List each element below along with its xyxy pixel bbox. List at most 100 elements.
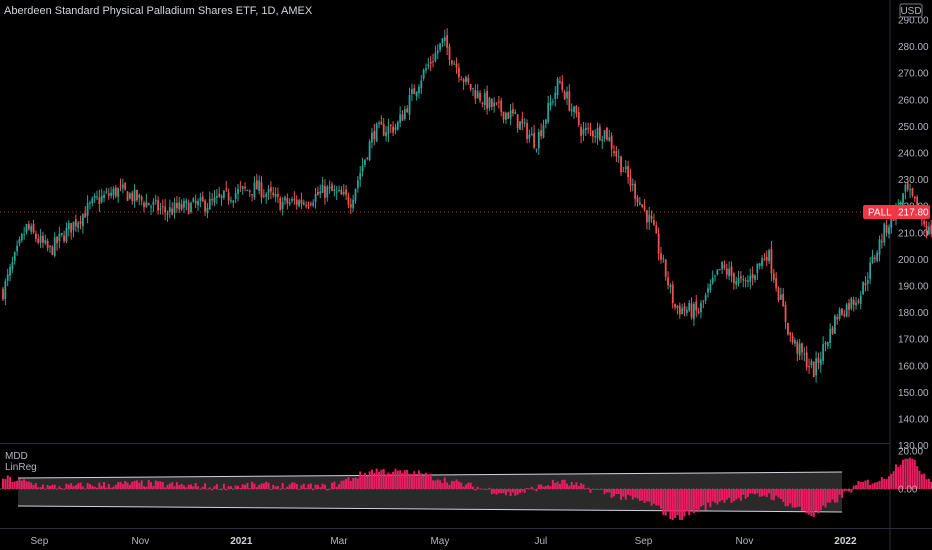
candle-body: [331, 184, 333, 192]
histogram-bar: [107, 484, 110, 489]
histogram-bar: [927, 478, 930, 489]
histogram-bar: [220, 489, 223, 491]
candle-body: [693, 303, 695, 320]
candle-body: [671, 284, 674, 304]
histogram-bar: [206, 488, 209, 490]
histogram-bar: [629, 489, 632, 496]
candle-body: [702, 300, 705, 302]
candle-body: [521, 118, 524, 124]
candlestick-series[interactable]: [2, 28, 932, 383]
candle-body: [603, 130, 606, 139]
candle-body: [826, 342, 829, 347]
candle-body: [723, 264, 726, 268]
mdd-histogram[interactable]: [2, 457, 932, 521]
histogram-bar: [30, 482, 33, 489]
candle-body: [660, 253, 662, 260]
time-axis-label: 2021: [230, 536, 253, 547]
histogram-bar: [100, 485, 103, 489]
histogram-bar: [260, 483, 263, 489]
candle-body: [552, 101, 554, 103]
candle-body: [63, 235, 65, 242]
time-axis-label: Nov: [736, 536, 754, 547]
histogram-bar: [784, 489, 787, 507]
candle-body: [812, 361, 815, 377]
candle-body: [695, 301, 698, 311]
histogram-bar: [725, 489, 728, 500]
candle-body: [523, 122, 526, 124]
histogram-bar: [591, 488, 594, 490]
candle-body: [39, 235, 42, 243]
histogram-bar: [916, 466, 919, 489]
candle-body: [789, 332, 792, 336]
histogram-bar: [573, 484, 576, 489]
histogram-bar: [13, 481, 16, 489]
candle-body: [791, 336, 794, 343]
histogram-bar: [60, 488, 63, 489]
candle-body: [425, 68, 427, 71]
candle-body: [354, 189, 357, 201]
histogram-bar: [690, 489, 693, 511]
time-axis-label: Sep: [635, 536, 653, 547]
candle-body: [638, 202, 641, 205]
histogram-bar: [135, 480, 138, 489]
candle-body: [206, 207, 209, 214]
histogram-bar: [610, 489, 613, 498]
histogram-bar: [669, 489, 672, 520]
histogram-bar: [281, 482, 284, 489]
candle-body: [500, 100, 503, 113]
candle-body: [575, 105, 578, 114]
price-axis-label: 170.00: [898, 335, 929, 346]
currency-badge[interactable]: USD: [899, 3, 923, 18]
histogram-bar: [577, 485, 580, 489]
histogram-bar: [251, 481, 254, 489]
candle-body: [876, 252, 879, 262]
price-axis-label: 190.00: [898, 282, 929, 293]
candle-body: [385, 132, 387, 137]
candle-body: [218, 193, 221, 197]
histogram-bar: [892, 471, 895, 489]
histogram-bar: [636, 489, 639, 499]
histogram-bar: [925, 479, 928, 489]
candle-body: [211, 199, 214, 201]
candle-body: [540, 130, 543, 136]
candle-body: [126, 191, 129, 201]
candle-body: [147, 202, 150, 206]
price-axis-label: 180.00: [898, 308, 929, 319]
histogram-bar: [622, 489, 625, 497]
candle-body: [302, 202, 305, 205]
candle-body: [787, 322, 789, 335]
candle-body: [74, 219, 77, 227]
histogram-bar: [880, 477, 883, 489]
candle-body: [145, 201, 148, 208]
candle-body: [852, 299, 855, 305]
candle-body: [72, 221, 75, 231]
candle-body: [544, 119, 547, 124]
candle-body: [16, 245, 18, 252]
candle-body: [187, 202, 190, 215]
candle-body: [133, 189, 136, 202]
histogram-bar: [190, 484, 192, 489]
histogram-bar: [248, 488, 251, 489]
candle-body: [573, 106, 575, 112]
histogram-bar: [385, 474, 388, 489]
candle-body: [60, 233, 63, 235]
histogram-bar: [857, 480, 860, 489]
histogram-bar: [657, 489, 660, 506]
histogram-bar: [11, 481, 14, 489]
candle-body: [455, 63, 458, 68]
candle-body: [434, 52, 437, 62]
histogram-bar: [537, 484, 540, 489]
histogram-bar: [237, 485, 239, 489]
candle-body: [881, 241, 883, 243]
candle-body: [798, 343, 801, 356]
candle-body: [570, 109, 573, 112]
histogram-bar: [370, 469, 373, 489]
histogram-bar: [495, 489, 498, 495]
histogram-bar: [124, 480, 127, 489]
candle-body: [864, 283, 867, 286]
candle-body: [453, 63, 456, 65]
candle-body: [883, 223, 886, 243]
last-price-tag[interactable]: PALL 217.80: [863, 205, 930, 220]
candle-body: [831, 327, 834, 334]
